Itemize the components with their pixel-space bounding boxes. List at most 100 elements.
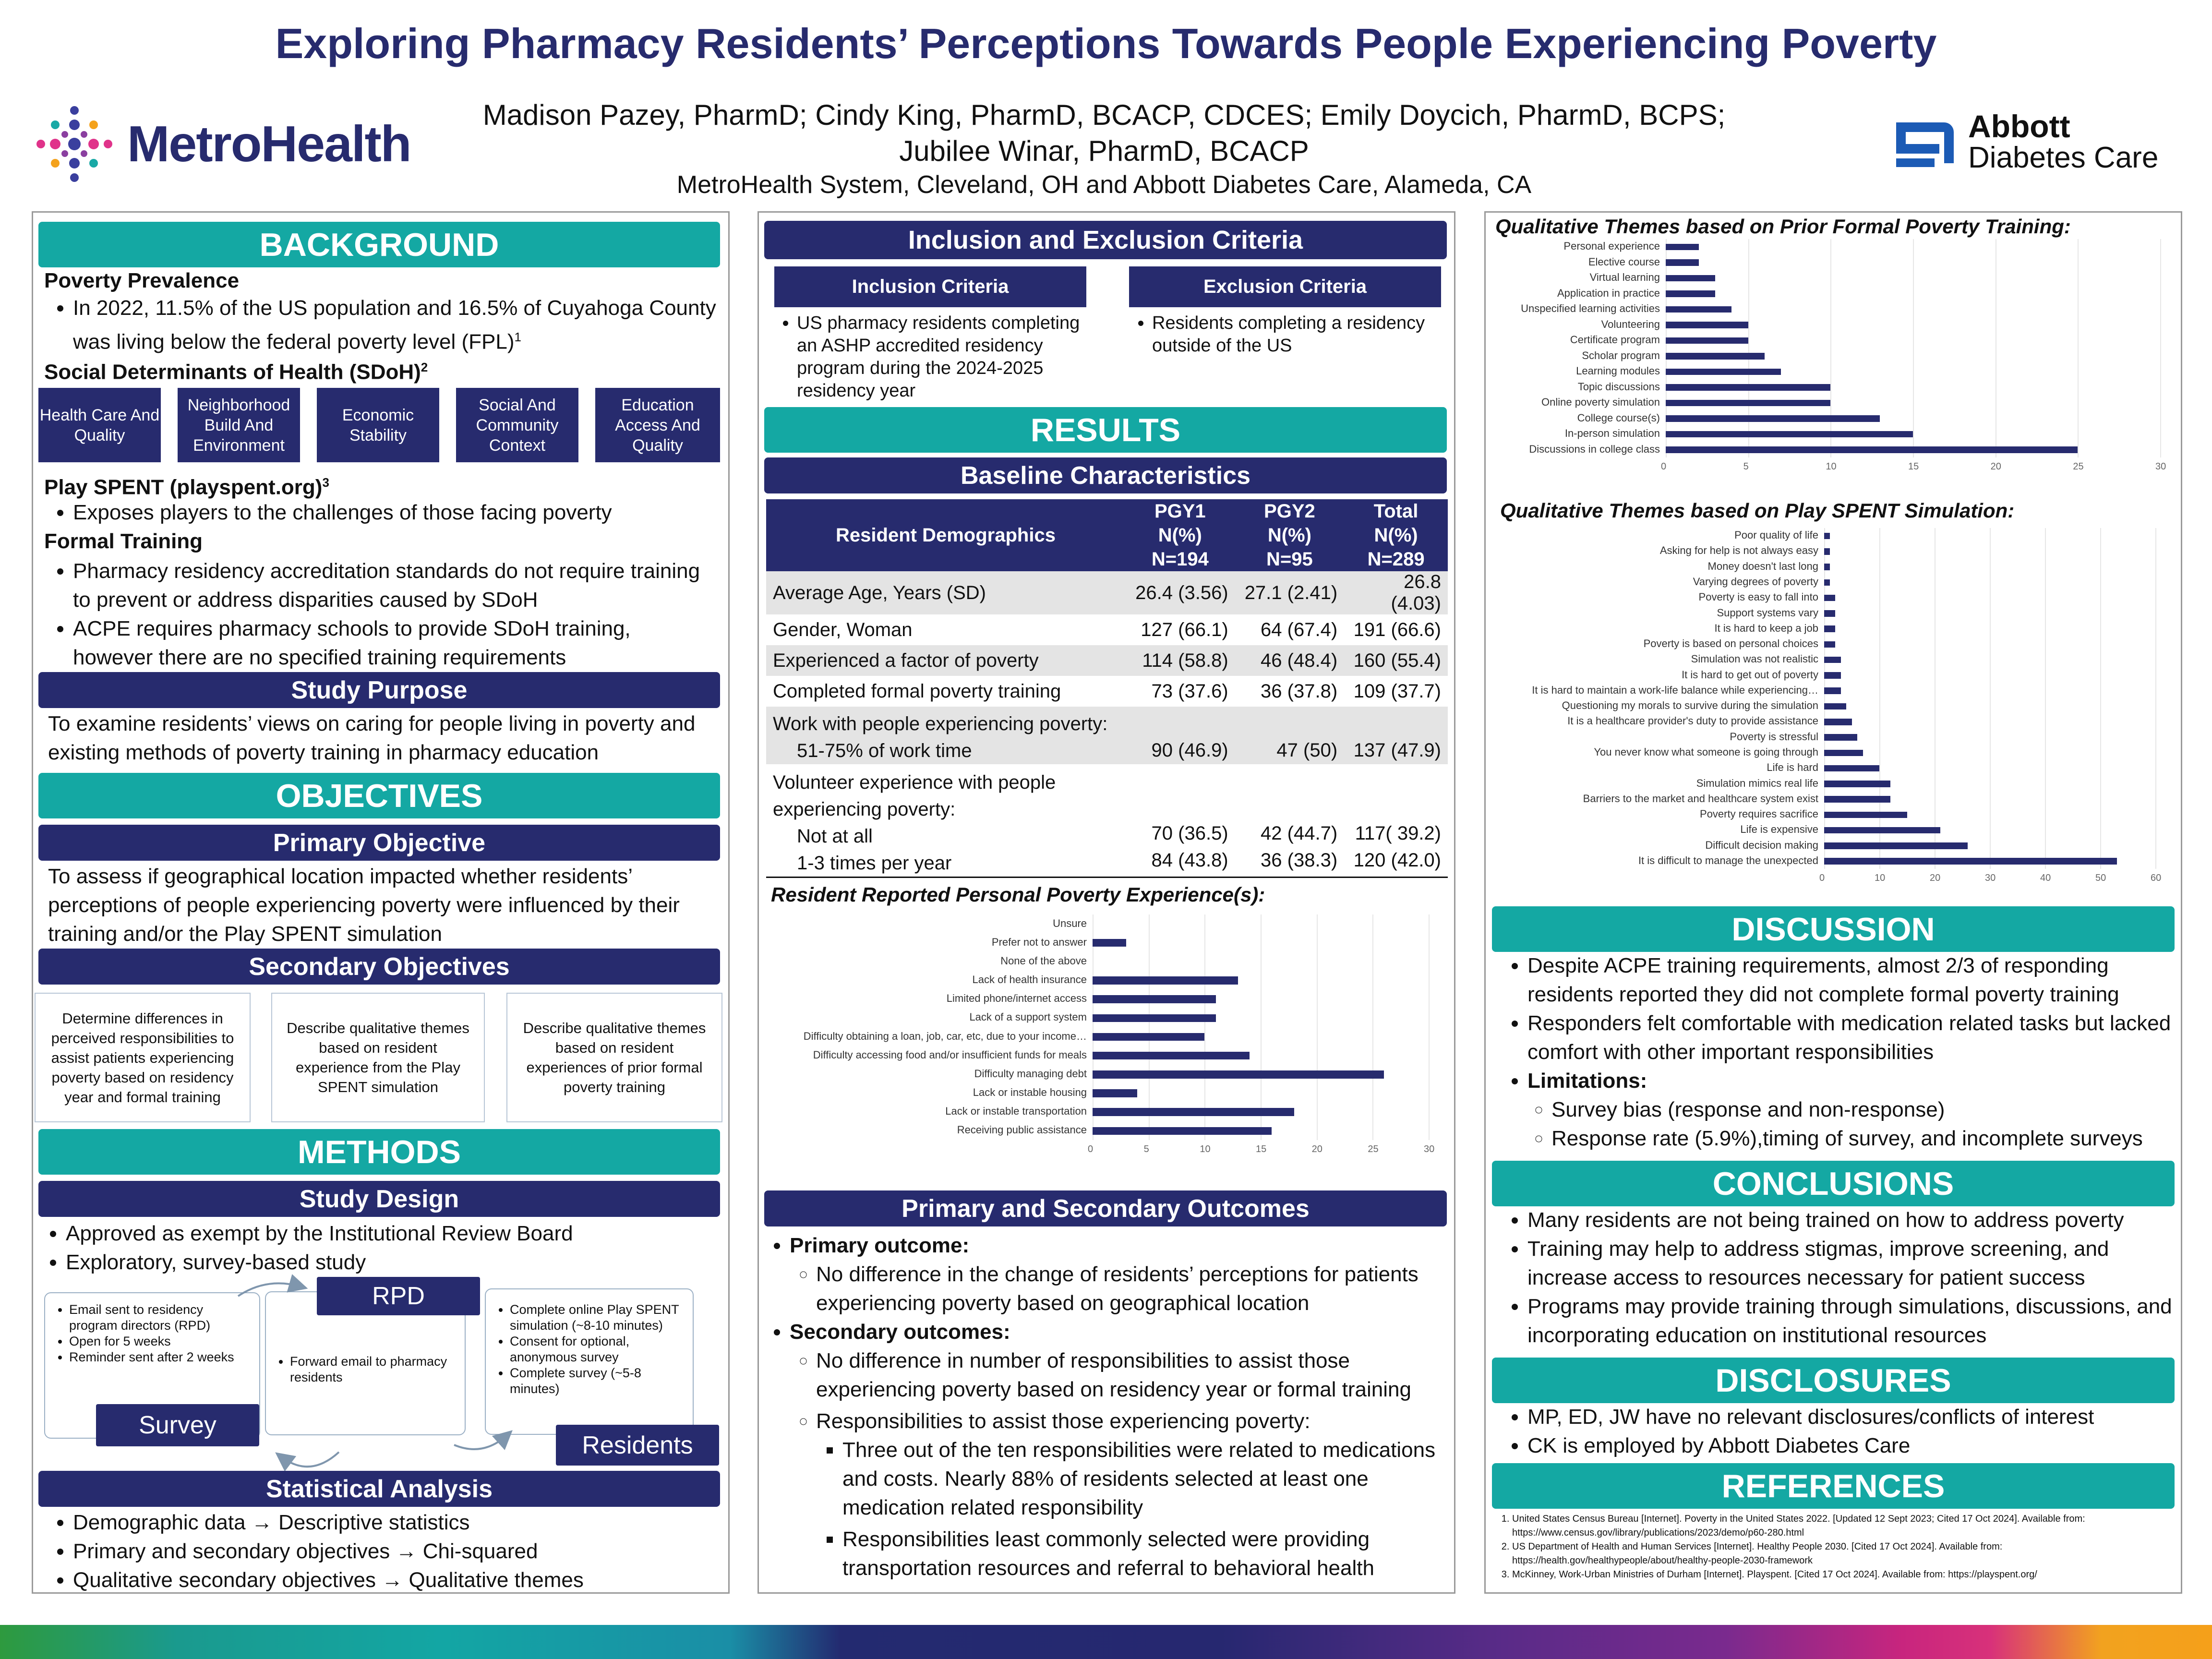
category-label: Poverty requires sacrifice — [1700, 808, 1818, 820]
bar — [1824, 718, 1852, 725]
spent-title: Play SPENT (playspent.org)3 — [44, 475, 329, 499]
secondary-objective-box: Determine differences in perceived respo… — [35, 993, 251, 1122]
tick-label: 30 — [2155, 461, 2166, 472]
category-label: Elective course — [1588, 255, 1660, 268]
bar — [1093, 938, 1126, 947]
category-label: It is hard to get out of poverty — [1682, 668, 1818, 681]
abbott-logo: Abbott Diabetes Care — [1891, 108, 2189, 175]
prevalence-title: Poverty Prevalence — [44, 269, 240, 292]
exclusion-list: Residents completing a residency outside… — [1133, 312, 1445, 357]
bar — [1666, 399, 1831, 407]
secondary-outcome-item: Secondary outcomes: No difference in num… — [790, 1318, 1450, 1583]
category-label: In-person simulation — [1564, 427, 1660, 440]
category-label: Asking for help is not always easy — [1659, 544, 1818, 557]
tick-label: 0 — [1819, 873, 1825, 883]
metrohealth-logo: MetroHealth — [26, 96, 439, 192]
secondary-outcome-text: No difference in number of responsibilit… — [816, 1346, 1450, 1404]
right-arrow-icon: → — [396, 1539, 417, 1563]
bar — [1824, 564, 1830, 570]
sdoh-box-education: Education Access And Quality — [595, 388, 720, 462]
bottom-color-band — [0, 1625, 2212, 1659]
category-label: Poor quality of life — [1734, 529, 1818, 541]
bar — [1666, 368, 1781, 375]
tick-label: 10 — [1826, 461, 1837, 472]
tick-label: 50 — [2095, 873, 2106, 883]
bar — [1824, 532, 1830, 540]
secondary-objectives-heading: Secondary Objectives — [38, 949, 720, 985]
stats-bullet: Primary and secondary objectives → Chi-s… — [73, 1537, 716, 1566]
baseline-heading: Baseline Characteristics — [764, 457, 1447, 493]
reference-item: US Department of Health and Human Servic… — [1512, 1540, 2177, 1568]
metrohealth-cross-icon — [36, 106, 112, 182]
survey-step-item: Email sent to residency program director… — [69, 1302, 254, 1334]
sdoh-box-health-care: Health Care And Quality — [38, 388, 161, 462]
gridline — [1261, 914, 1262, 1140]
bar — [1093, 1127, 1272, 1135]
category-label: Difficult decision making — [1705, 839, 1818, 851]
category-label: Poverty is easy to fall into — [1698, 591, 1818, 603]
bar — [1666, 322, 1748, 328]
bar — [1666, 275, 1715, 282]
category-label: None of the above — [1000, 954, 1087, 967]
secondary-outcome-sub: Three out of the ten responsibilities we… — [842, 1436, 1450, 1522]
bar — [1824, 749, 1863, 757]
tick-label: 30 — [1985, 873, 1996, 883]
limitation-bullet: Survey bias (response and non-response) — [1551, 1095, 2179, 1124]
rpd-step-label: RPD — [317, 1277, 480, 1315]
bar — [1824, 610, 1835, 617]
category-label: Discussions in college class — [1529, 443, 1660, 455]
residents-step-item: Complete survey (~5-8 minutes) — [510, 1365, 688, 1397]
study-purpose-heading: Study Purpose — [38, 672, 720, 708]
tick-label: 5 — [1743, 461, 1749, 472]
tick-label: 10 — [1875, 873, 1886, 883]
primary-outcome-item: Primary outcome: No difference in the ch… — [790, 1231, 1450, 1318]
training-bullet: ACPE requires pharmacy schools to provid… — [73, 614, 716, 672]
conclusion-bullet: Training may help to address stigmas, im… — [1527, 1235, 2179, 1292]
gridline — [1935, 528, 1936, 869]
disclosures-heading: DISCLOSURES — [1492, 1358, 2175, 1403]
gridline — [2078, 239, 2079, 457]
tick-label: 15 — [1908, 461, 1919, 472]
chart-title: Qualitative Themes based on Prior Formal… — [1495, 215, 2071, 238]
table-row: Experienced a factor of poverty 114 (58.8… — [766, 645, 1448, 676]
category-label: Limited phone/internet access — [946, 992, 1087, 1005]
gridline — [2100, 528, 2101, 869]
chart-prior-training: Qualitative Themes based on Prior Formal… — [1488, 215, 2179, 493]
bar — [1666, 384, 1831, 391]
bar — [1824, 703, 1846, 710]
chart-plot-area: 0 10 20 30 40 50 60 Poor quality of life Asking … — [1532, 528, 2161, 883]
gridline — [2045, 528, 2046, 869]
bar — [1824, 796, 1890, 803]
statistical-analysis-heading: Statistical Analysis — [38, 1471, 720, 1507]
objectives-heading: OBJECTIVES — [38, 773, 720, 818]
survey-step-label: Survey — [96, 1404, 259, 1446]
references-list: United States Census Bureau [Internet]. … — [1493, 1512, 2177, 1582]
spent-list: Exposes players to the challenges of tho… — [44, 498, 716, 527]
bar — [1824, 579, 1830, 586]
gridline — [1990, 528, 1991, 869]
exclusion-heading: Exclusion Criteria — [1129, 266, 1441, 307]
category-label: Poverty is stressful — [1730, 730, 1818, 743]
category-label: Unspecified learning activities — [1521, 302, 1660, 315]
bar — [1824, 672, 1841, 679]
bar — [1824, 827, 1940, 834]
limitations-item: Limitations: Survey bias (response and n… — [1527, 1067, 2179, 1153]
table-header-cell: Resident Demographics — [836, 524, 1056, 546]
gridline — [1093, 914, 1094, 1140]
survey-step-item: Reminder sent after 2 weeks — [69, 1349, 254, 1365]
bar — [1824, 656, 1841, 663]
tick-label: 25 — [2073, 461, 2084, 472]
tick-label: 20 — [1990, 461, 2001, 472]
primary-objective-text: To assess if geographical location impac… — [48, 865, 680, 946]
conclusions-list: Many residents are not being trained on … — [1498, 1206, 2179, 1350]
tick-label: 30 — [1424, 1144, 1435, 1154]
chart-poverty-experience: Resident Reported Personal Poverty Exper… — [766, 883, 1448, 1181]
references-heading: REFERENCES — [1492, 1463, 2175, 1509]
gridline — [1748, 239, 1749, 457]
baseline-table: Resident Demographics PGY1 N(%) N=194 PGY… — [766, 499, 1448, 878]
outcomes-heading: Primary and Secondary Outcomes — [764, 1190, 1447, 1226]
bar — [1824, 842, 1968, 849]
category-label: Personal experience — [1563, 240, 1660, 252]
outcomes-list: Primary outcome: No difference in the ch… — [768, 1231, 1450, 1583]
category-label: Volunteering — [1601, 318, 1660, 330]
